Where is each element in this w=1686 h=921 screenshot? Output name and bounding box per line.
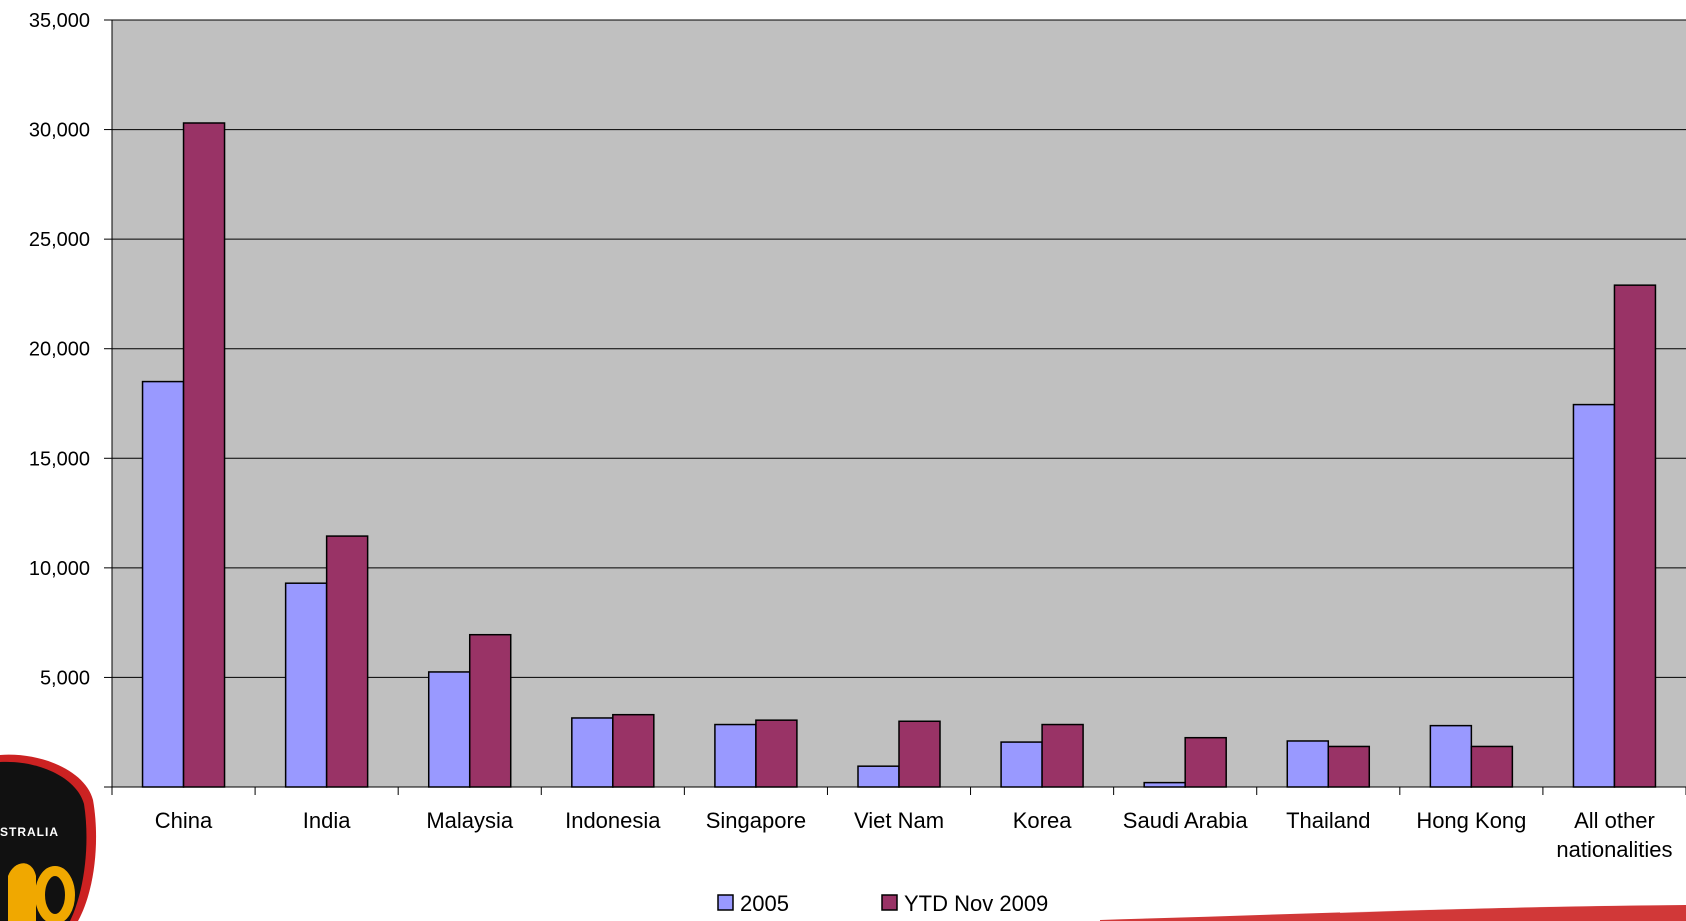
bar [755,719,798,788]
y-axis: 35,000 30,000 25,000 20,000 15,000 10,000 5,00… [29,10,113,788]
bar [1470,745,1514,788]
y-tick-label: 20,000 [29,339,90,361]
y-tick-label: 35,000 [29,10,90,32]
bars [141,122,1657,788]
bar [1572,403,1616,788]
x-tick-label: Singapore [706,808,806,833]
x-tick-label: Viet Nam [854,808,944,833]
bar [1000,741,1043,788]
bar [141,380,185,788]
bar [1327,745,1371,788]
bar [714,723,757,788]
bar [284,582,328,788]
bar [1041,723,1084,788]
x-tick-label: Saudi Arabia [1123,808,1249,833]
bar [857,765,900,788]
legend-swatch [717,894,734,911]
plot-area [112,20,1686,787]
y-tick-label: 5,000 [40,667,90,689]
bar [1286,740,1330,788]
bar [612,713,655,788]
bar [427,671,471,788]
bar [1184,736,1227,788]
bar [1429,724,1473,788]
bar [468,633,512,788]
x-tick-label: Korea [1013,808,1072,833]
x-tick-label: India [303,808,351,833]
y-tick-label: 10,000 [29,558,90,580]
y-tick-label: 15,000 [29,448,90,470]
x-axis: China India Malaysia Indonesia Singapore Viet… [111,786,1686,862]
legend-label: YTD Nov 2009 [904,891,1048,916]
x-tick-label: Indonesia [565,808,661,833]
bar [325,535,369,788]
bar [571,717,614,788]
x-tick-label: China [155,808,213,833]
bar [1143,781,1186,788]
legend-swatch [881,894,898,911]
x-tick-label: Malaysia [426,808,514,833]
y-tick-label: 25,000 [29,229,90,251]
x-tick-label: Thailand [1286,808,1370,833]
logo: STRALIA [0,754,97,921]
bar [182,122,226,788]
x-tick-label: Hong Kong [1416,808,1526,833]
legend: 2005 YTD Nov 2009 [717,891,1048,916]
y-tick-label: 30,000 [29,120,90,142]
bar [898,720,941,788]
gridlines [112,19,1686,678]
x-tick-label: All other nationalities [1556,808,1672,862]
decorative-swoosh [1100,903,1686,921]
bar [1613,284,1657,788]
logo-text: STRALIA [0,825,59,839]
legend-label: 2005 [740,891,789,916]
